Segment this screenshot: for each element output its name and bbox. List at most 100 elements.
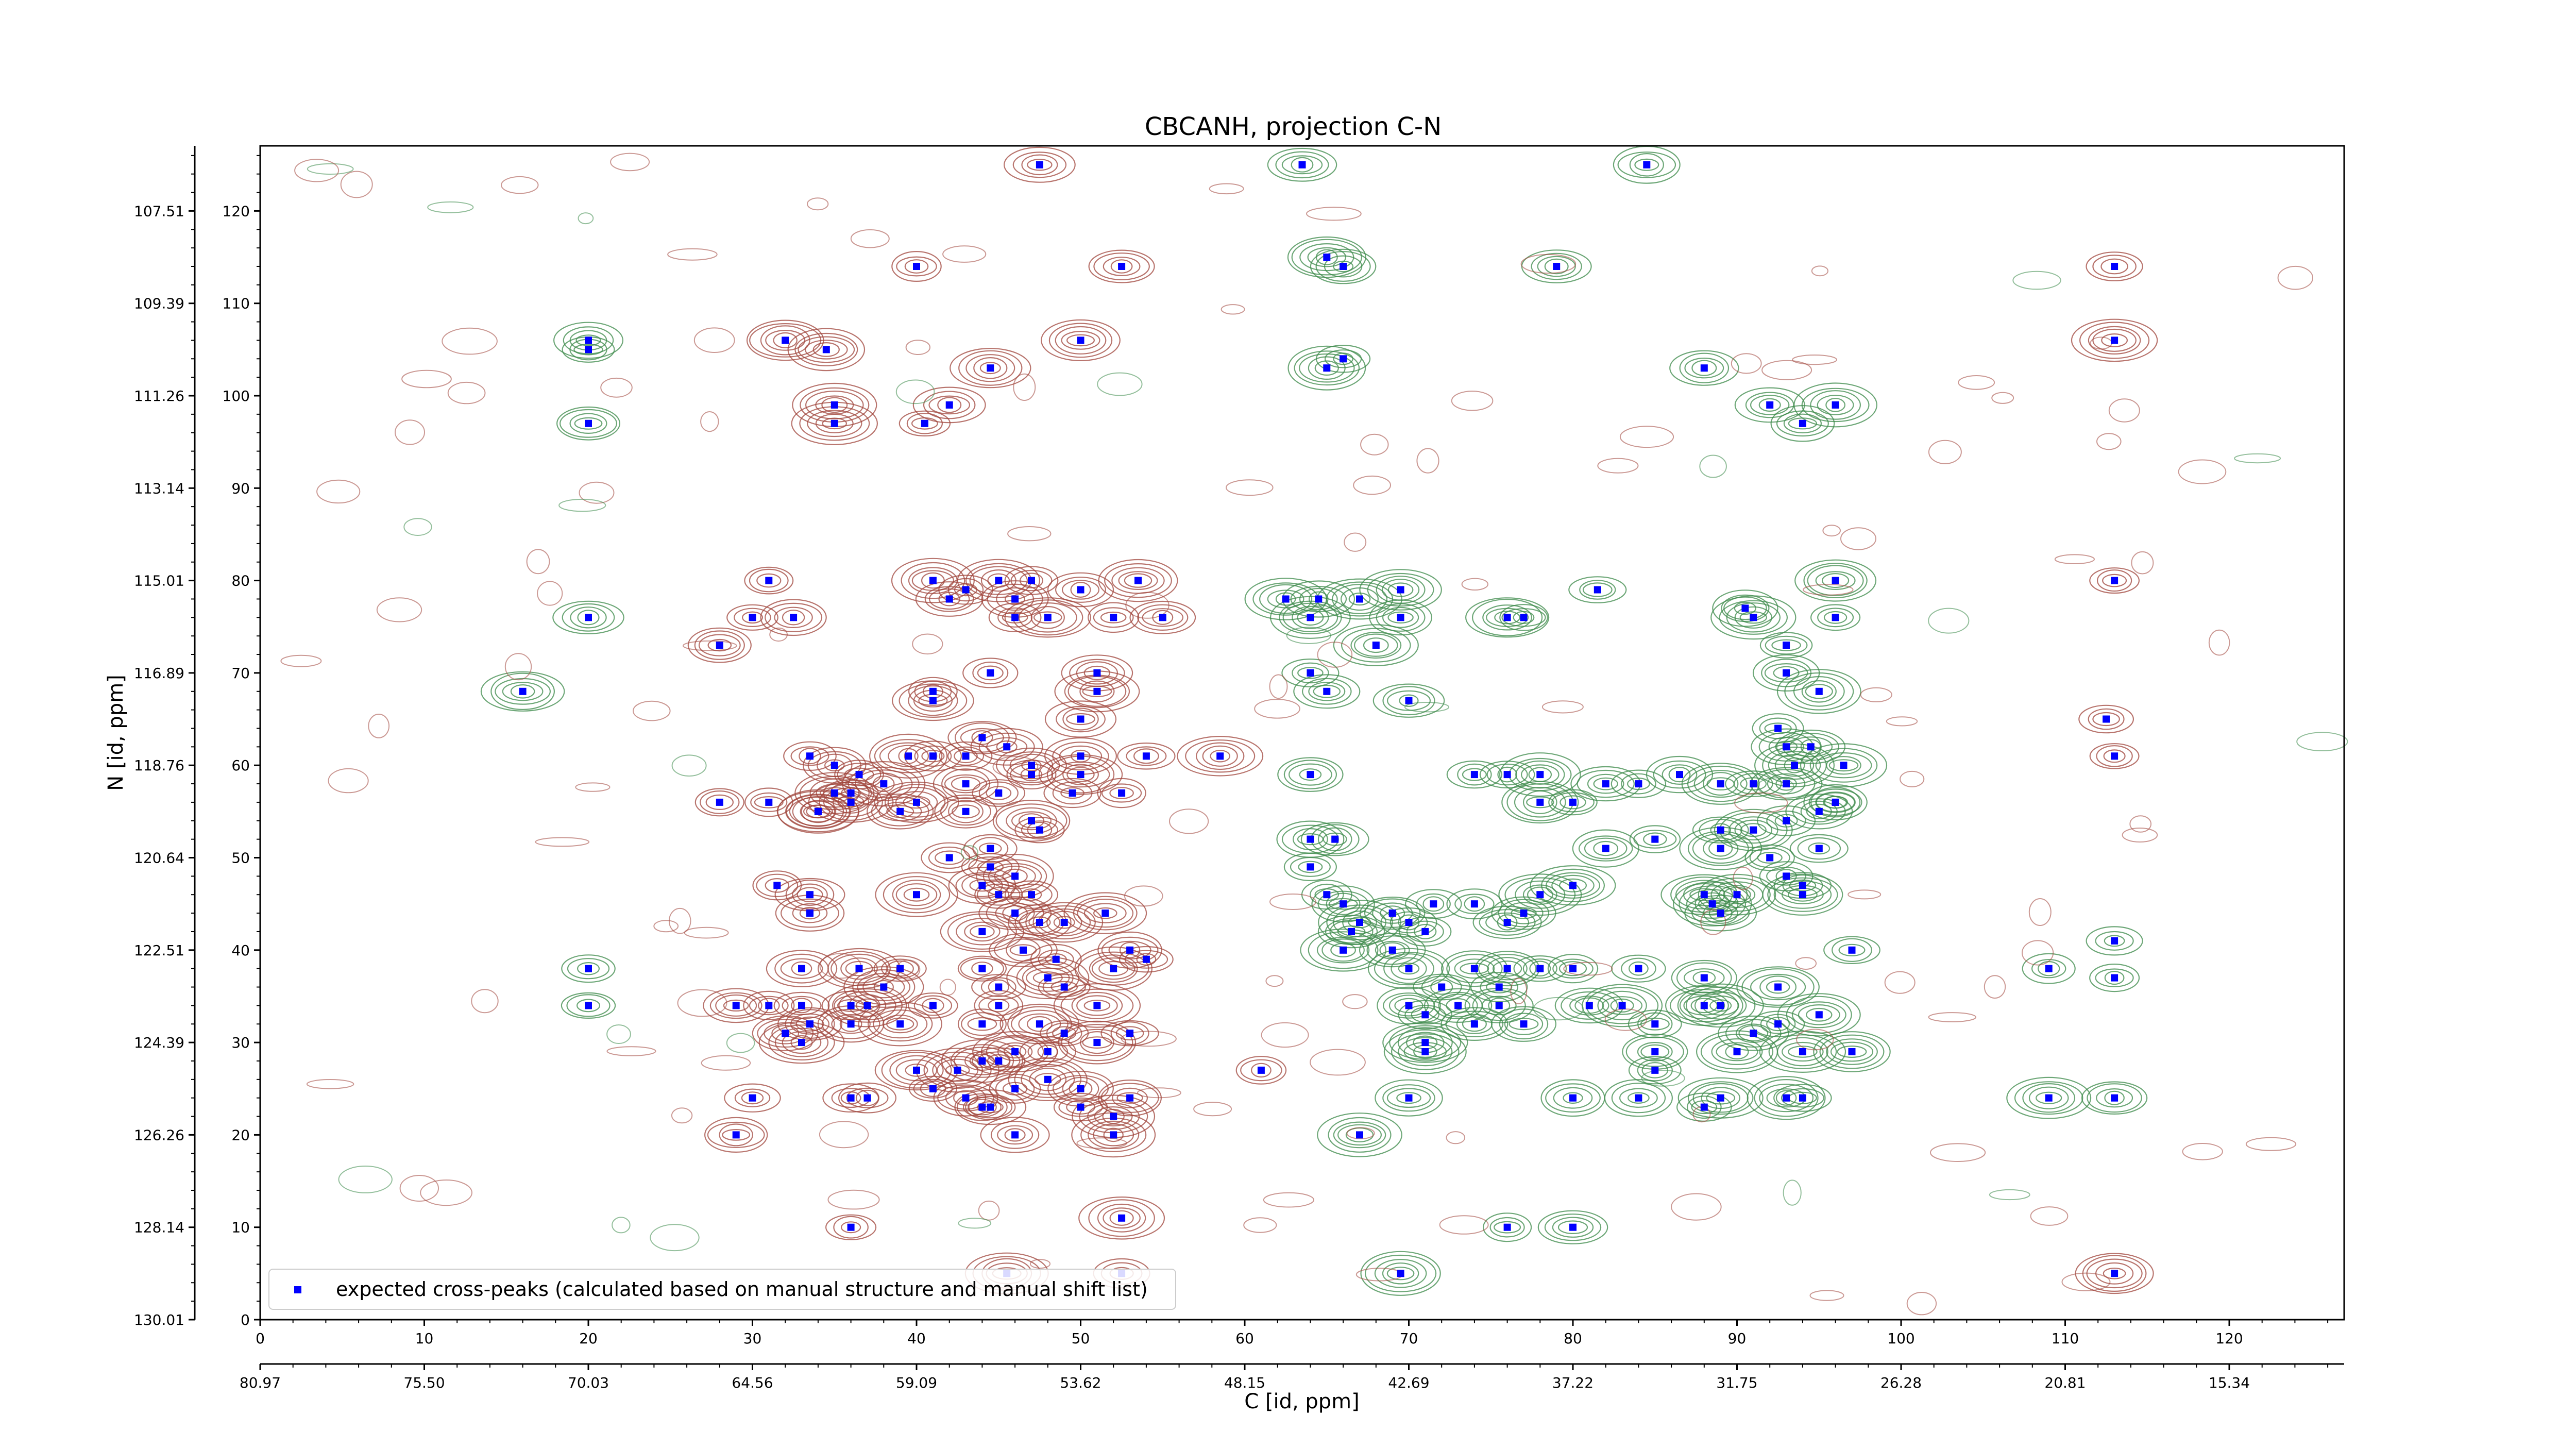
contour-ring — [1726, 602, 1781, 633]
contour-ring — [1387, 611, 1414, 624]
cross-peak-marker — [2111, 577, 2119, 584]
y-ppm-tick-label: 111.26 — [134, 387, 184, 405]
x-tick-label: 50 — [1072, 1330, 1090, 1347]
contour-ring — [1504, 877, 1576, 913]
contour-ring — [1563, 1092, 1583, 1104]
contour-ring — [1701, 1087, 1740, 1109]
cross-peak-marker — [732, 1002, 740, 1009]
contour-ring — [1383, 953, 1434, 984]
contour-ring — [1803, 563, 1868, 598]
x-ppm-tick-label: 70.03 — [568, 1374, 609, 1391]
cross-peak-marker — [765, 1002, 773, 1009]
contour-ring — [563, 326, 614, 355]
cross-peak-marker — [995, 1002, 1003, 1009]
noise-contour — [1461, 578, 1489, 591]
contour-ring — [1076, 661, 1118, 685]
cross-peak-marker — [954, 1066, 961, 1074]
contour-ring — [1382, 1022, 1468, 1063]
cross-peak-marker — [1077, 752, 1084, 760]
contour-ring — [1825, 398, 1846, 412]
x-ppm-tick-label: 59.09 — [896, 1374, 937, 1391]
contour-ring — [2006, 1076, 2092, 1119]
contour-ring — [1038, 974, 1091, 1000]
contour-ring — [940, 797, 991, 826]
contour-ring — [1815, 791, 1856, 813]
noise-contour — [1991, 392, 2014, 404]
cross-peak-marker — [1397, 1270, 1404, 1277]
cross-peak-marker — [2111, 263, 2119, 270]
contour-ring — [968, 1096, 1013, 1119]
contour-ring — [1308, 931, 1379, 969]
contour-ring — [839, 1016, 862, 1032]
y-ppm-tick-label: 130.01 — [134, 1311, 184, 1328]
contour-ring — [2078, 704, 2134, 734]
contour-ring — [1382, 1084, 1435, 1112]
cross-peak-marker — [847, 789, 855, 797]
legend-marker — [294, 1286, 301, 1293]
noise-contour — [2182, 1143, 2223, 1160]
noise-contour — [682, 640, 737, 651]
contour-ring — [1333, 624, 1419, 666]
noise-contour — [1699, 454, 1727, 478]
cross-peak-marker — [1315, 595, 1323, 603]
noise-contour — [2028, 898, 2052, 926]
noise-contour — [1013, 373, 1036, 401]
cross-peak-marker — [987, 669, 994, 677]
noise-contour — [819, 1121, 869, 1149]
contour-ring — [1071, 991, 1123, 1019]
noise-contour — [2129, 815, 2152, 833]
y-tick-label: 100 — [223, 387, 250, 405]
contour-ring — [965, 354, 1015, 382]
cross-peak-marker — [1356, 595, 1363, 603]
contour-ring — [1501, 781, 1579, 824]
contour-ring — [972, 661, 1009, 684]
cross-peak-marker — [847, 798, 855, 806]
noise-contour — [1265, 975, 1284, 987]
contour-ring — [1325, 918, 1378, 946]
contour-ring — [1457, 763, 1492, 786]
contour-ring — [1030, 606, 1065, 629]
cross-peak-marker — [1052, 955, 1060, 963]
y-ppm-tick-label: 122.51 — [134, 942, 184, 959]
contour-ring — [1430, 979, 1453, 995]
contour-ring — [1501, 608, 1546, 627]
contour-ring — [1082, 685, 1112, 697]
x-tick-label: 0 — [256, 1330, 265, 1347]
cross-peak-marker — [896, 965, 904, 972]
contour-ring — [1498, 899, 1550, 928]
contour-ring — [840, 957, 878, 980]
contour-ring — [1094, 1106, 1133, 1127]
contour-ring — [1093, 607, 1134, 628]
cross-peak-marker — [1036, 826, 1043, 834]
contour-ring — [1372, 683, 1445, 718]
cross-peak-marker — [1799, 882, 1806, 889]
contour-ring — [1838, 943, 1866, 956]
cross-peak-marker — [1783, 1094, 1790, 1102]
noise-contour — [1984, 975, 2006, 999]
contour-ring — [1341, 628, 1411, 663]
contour-ring — [2089, 567, 2140, 594]
contour-ring — [726, 604, 778, 631]
contour-ring — [987, 583, 1043, 615]
cross-peak-marker — [1110, 965, 1117, 972]
noise-contour — [606, 1046, 656, 1056]
cross-peak-marker — [978, 965, 986, 972]
contour-ring — [782, 610, 805, 626]
contour-ring — [1012, 151, 1067, 178]
x-tick-label: 60 — [1235, 1330, 1254, 1347]
contour-ring — [883, 876, 951, 914]
cross-peak-marker — [1635, 1094, 1642, 1102]
contour-ring — [1310, 248, 1377, 284]
contour-ring — [948, 800, 984, 823]
noise-contour — [307, 163, 354, 175]
cross-peak-marker — [1036, 161, 1043, 169]
contour-ring — [1406, 920, 1444, 943]
cross-peak-marker — [1495, 983, 1503, 991]
cross-peak-marker — [1783, 780, 1790, 788]
contour-ring — [1093, 907, 1117, 919]
contour-ring — [1375, 940, 1410, 959]
contour-ring — [1291, 239, 1362, 276]
contour-ring — [1292, 605, 1329, 629]
contour-ring — [1307, 247, 1347, 267]
contour-ring — [956, 1093, 1008, 1121]
